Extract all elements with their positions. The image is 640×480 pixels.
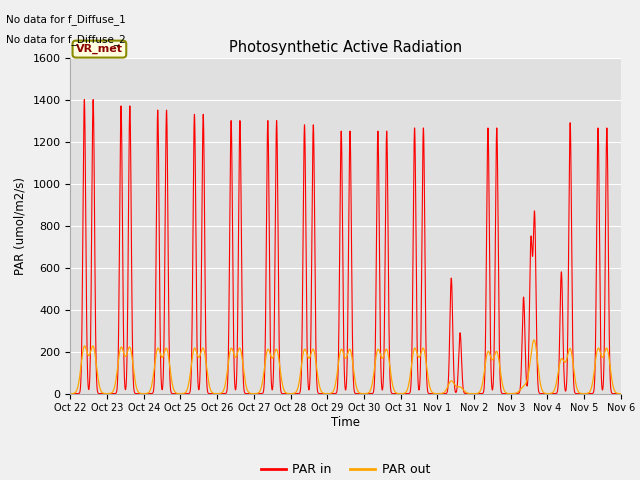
Title: Photosynthetic Active Radiation: Photosynthetic Active Radiation bbox=[229, 40, 462, 55]
PAR in bbox=[67, 391, 74, 396]
Line: PAR in: PAR in bbox=[70, 100, 621, 394]
PAR in bbox=[480, 385, 488, 391]
Line: PAR out: PAR out bbox=[70, 340, 621, 394]
Legend: PAR in, PAR out: PAR in, PAR out bbox=[256, 458, 435, 480]
PAR out bbox=[530, 337, 538, 343]
PAR out bbox=[470, 391, 478, 396]
PAR out bbox=[509, 391, 516, 396]
PAR out bbox=[418, 348, 426, 353]
PAR out bbox=[516, 387, 524, 393]
Text: VR_met: VR_met bbox=[76, 44, 123, 54]
PAR out bbox=[495, 358, 503, 364]
PAR in bbox=[617, 391, 625, 396]
PAR in bbox=[81, 97, 88, 103]
PAR in bbox=[516, 384, 524, 390]
PAR out bbox=[617, 391, 625, 396]
PAR out bbox=[95, 382, 103, 388]
PAR out bbox=[480, 370, 488, 376]
PAR in bbox=[509, 391, 516, 396]
Text: No data for f_Diffuse_2: No data for f_Diffuse_2 bbox=[6, 34, 126, 45]
PAR in bbox=[418, 254, 426, 260]
PAR in bbox=[470, 391, 478, 396]
PAR out bbox=[67, 391, 74, 396]
PAR in bbox=[495, 320, 503, 325]
X-axis label: Time: Time bbox=[331, 416, 360, 429]
Text: No data for f_Diffuse_1: No data for f_Diffuse_1 bbox=[6, 14, 126, 25]
Y-axis label: PAR (umol/m2/s): PAR (umol/m2/s) bbox=[14, 177, 27, 275]
PAR in bbox=[95, 391, 103, 396]
